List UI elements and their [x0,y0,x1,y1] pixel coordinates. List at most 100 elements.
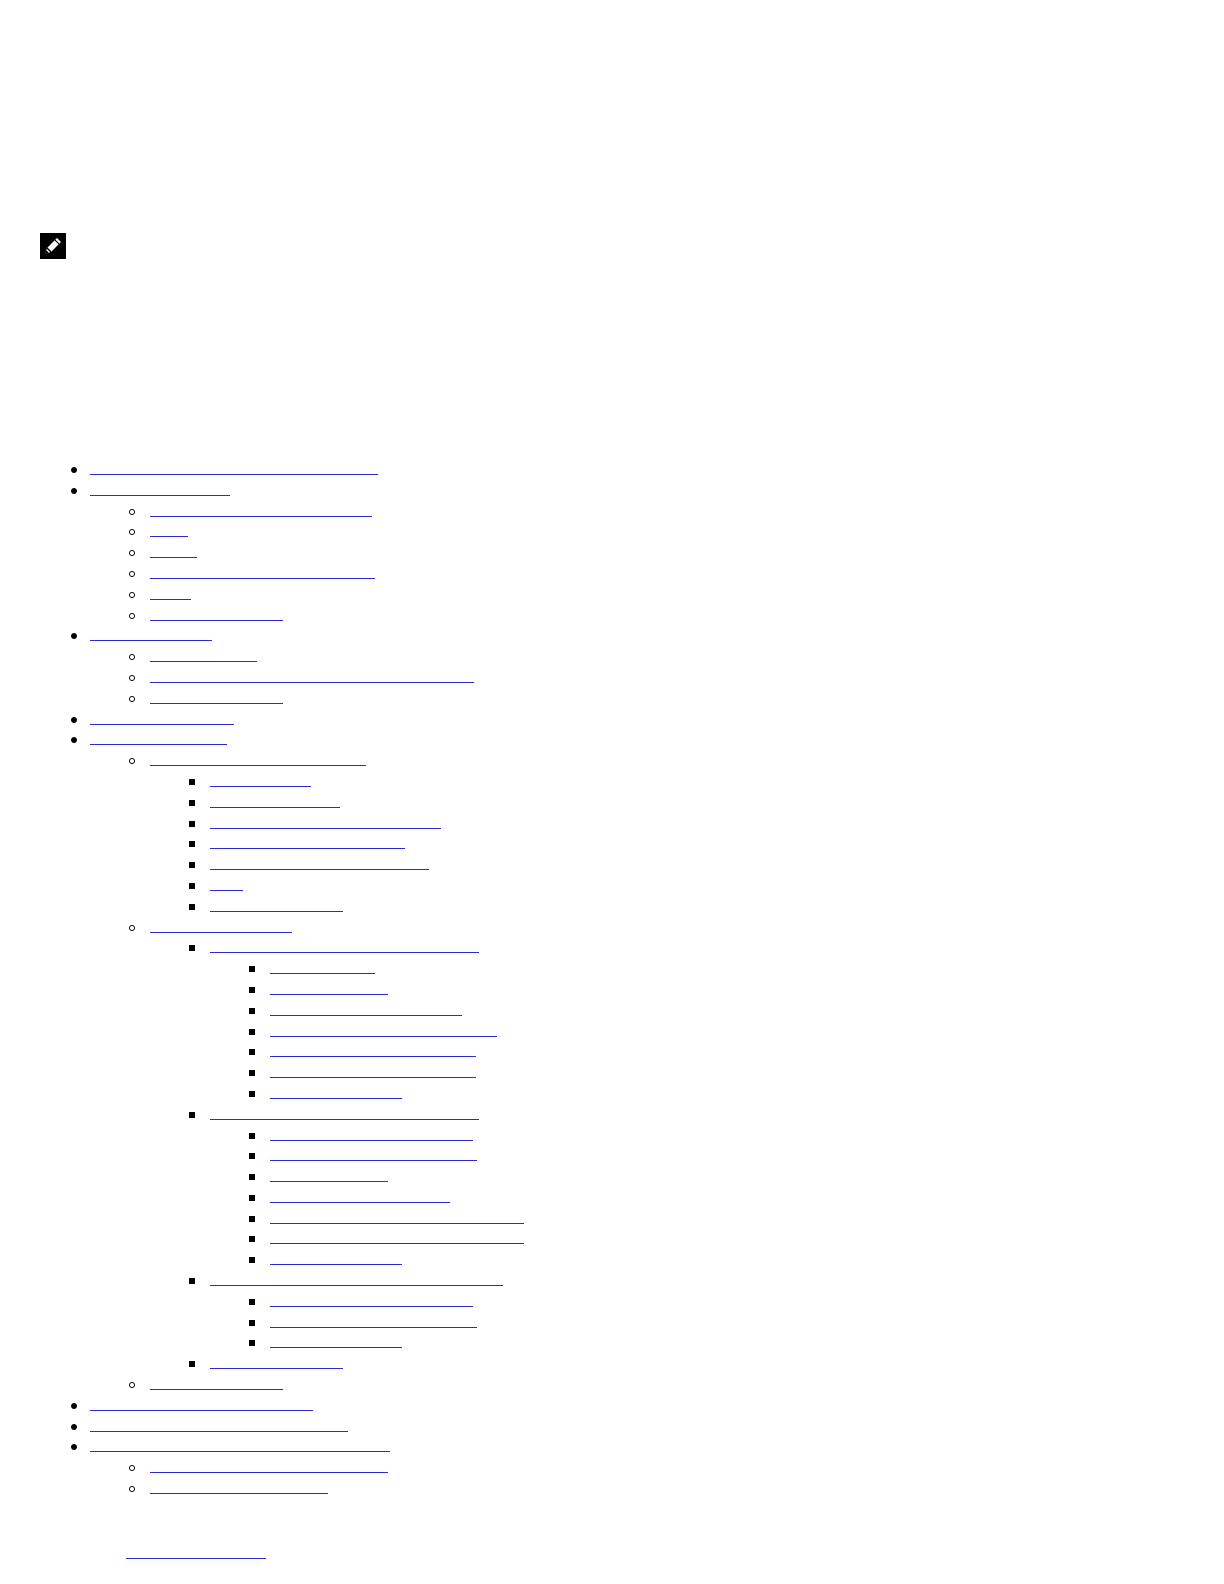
bullet-disc-icon [71,487,77,494]
toc-link[interactable] [90,1397,313,1411]
bullet-square-icon [249,1340,255,1347]
bullet-square-icon [189,1278,195,1285]
toc-item [0,503,1224,524]
toc-link[interactable] [210,1106,479,1120]
toc-link[interactable] [150,503,372,517]
toc-link[interactable] [270,1251,402,1266]
toc-item [0,1147,1224,1168]
bullet-circle-icon [129,695,135,702]
toc-link[interactable] [270,1127,473,1141]
toc-item [0,939,1224,960]
toc-item [0,523,1224,544]
toc-link[interactable] [150,1459,388,1474]
toc-link[interactable] [270,1147,477,1162]
bullet-circle-icon [129,924,135,931]
toc-link[interactable] [90,1438,390,1453]
toc-link[interactable] [150,669,474,683]
toc-link[interactable] [270,981,388,995]
bullet-square-icon [189,945,195,952]
toc-link[interactable] [210,835,405,850]
bullet-circle-icon [129,570,135,577]
toc-item [0,1023,1224,1044]
bullet-square-icon [249,1257,255,1264]
toc-link[interactable] [90,1418,348,1432]
bullet-circle-icon [129,529,135,536]
toc-link[interactable] [270,1334,402,1349]
bullet-square-icon [249,1070,255,1077]
toc-item [0,1251,1224,1272]
toc-item [0,1293,1224,1314]
toc-link[interactable] [150,523,188,538]
bullet-circle-icon [129,612,135,619]
toc-item [0,1210,1224,1231]
toc-link[interactable] [150,919,292,933]
toc-link[interactable] [150,565,375,579]
toc-link[interactable] [210,794,340,808]
toc-link[interactable] [270,1189,450,1203]
bullet-square-icon [189,841,195,848]
toc-item [0,1189,1224,1210]
toc-link[interactable] [270,1064,476,1079]
bullet-disc-icon [71,467,77,473]
toc-link[interactable] [150,1480,328,1495]
toc-link[interactable] [150,752,366,767]
toc-item [0,794,1224,815]
toc-item [0,1168,1224,1189]
toc-link[interactable] [270,1168,388,1183]
bullet-square-icon [249,1007,255,1014]
toc-item [0,544,1224,565]
toc-link[interactable] [210,1272,503,1287]
toc-link[interactable] [270,1043,476,1058]
toc-item [0,586,1224,607]
toc-link[interactable] [270,1002,462,1016]
bullet-circle-icon [129,1382,135,1389]
toc-link[interactable] [150,648,257,663]
toc-link[interactable] [270,1023,497,1037]
toc-link[interactable] [210,856,429,871]
toc-link[interactable] [90,627,212,642]
toc-link[interactable] [150,1376,283,1391]
toc-link[interactable] [210,773,311,787]
toc-item [0,731,1224,752]
toc-link[interactable] [210,877,243,891]
bullet-square-icon [249,1298,255,1305]
toc-item [0,1064,1224,1085]
toc-link[interactable] [210,1355,343,1370]
bullet-circle-icon [129,758,135,765]
toc-item [0,1480,1224,1501]
bullet-disc-icon [71,737,77,744]
toc-link[interactable] [90,731,227,746]
toc-link[interactable] [270,1210,524,1224]
toc-link[interactable] [270,1293,473,1307]
toc-item [0,1127,1224,1148]
toc-link[interactable] [210,898,343,912]
bullet-square-icon [189,1111,195,1118]
toc-link[interactable] [90,711,234,725]
toc-link[interactable] [270,1230,524,1245]
toc-item [0,1355,1224,1376]
bullet-square-icon [249,986,255,993]
bullet-disc-icon [71,1423,77,1430]
toc-item [0,856,1224,877]
bullet-square-icon [189,862,195,869]
toc-link[interactable] [270,1314,477,1328]
bullet-square-icon [249,1236,255,1243]
toc-link[interactable] [210,815,441,829]
toc-link[interactable] [150,607,283,621]
bullet-disc-icon [71,1402,77,1409]
toc-link[interactable] [270,960,375,975]
toc-link[interactable] [150,544,197,559]
toc-list [0,461,1224,1501]
toc-item [0,482,1224,503]
toc-link[interactable] [210,939,479,954]
toc-link[interactable] [90,482,230,496]
toc-link[interactable] [270,1085,402,1099]
note-pencil-icon [40,233,66,259]
bottom-link[interactable] [126,1545,266,1559]
bullet-circle-icon [129,654,135,661]
toc-link[interactable] [150,586,191,600]
toc-link[interactable] [90,461,378,475]
toc-item [0,1438,1224,1459]
toc-link[interactable] [150,690,283,704]
toc-item [0,607,1224,628]
